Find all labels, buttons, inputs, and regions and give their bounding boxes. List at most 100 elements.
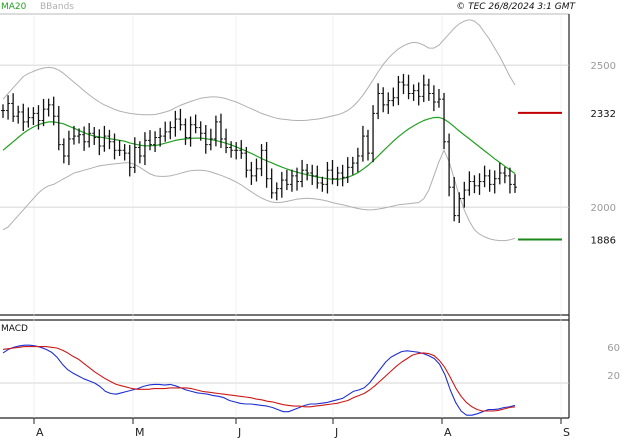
ohlc-bar xyxy=(492,170,497,194)
bbands-upper-line xyxy=(2,19,516,121)
ohlc-bar xyxy=(340,164,345,187)
ohlc-bar xyxy=(213,115,218,147)
ohlc-bar xyxy=(1,104,5,118)
ohlc-bar xyxy=(92,127,97,145)
ohlc-bar xyxy=(477,173,482,195)
price-y-tick-label: 2500 xyxy=(591,61,616,72)
legend-ma20-label: MA20 xyxy=(1,2,27,12)
level-label: 1886 xyxy=(591,235,616,246)
ma20-line xyxy=(2,116,516,180)
ohlc-bar xyxy=(376,83,381,120)
ohlc-bar xyxy=(401,73,406,95)
ohlc-bar xyxy=(335,166,340,187)
macd-y-tick-label: 20 xyxy=(607,371,620,382)
ohlc-bar xyxy=(71,125,76,145)
ohlc-bar xyxy=(254,158,259,182)
ohlc-bar xyxy=(315,165,320,189)
ohlc-bar xyxy=(234,142,239,160)
ohlc-bar xyxy=(295,167,300,191)
ohlc-bar xyxy=(168,121,173,140)
ohlc-bar xyxy=(396,75,401,106)
ohlc-bar xyxy=(183,118,188,145)
ohlc-bar xyxy=(447,133,452,197)
ohlc-bar xyxy=(513,174,517,193)
ohlc-bar xyxy=(462,181,467,208)
ohlc-bar xyxy=(117,140,122,156)
legend-bbands-label: BBands xyxy=(40,2,74,12)
grid-lines xyxy=(0,14,569,418)
ohlc-bar xyxy=(431,85,436,112)
ohlc-bar xyxy=(386,92,391,114)
ohlc-bar xyxy=(224,128,229,154)
macd-title: MACD xyxy=(1,324,28,334)
ohlc-bar xyxy=(421,74,426,103)
ohlc-bar xyxy=(188,116,193,147)
ohlc-bar xyxy=(259,144,264,177)
ohlc-bar xyxy=(51,96,56,126)
ohlc-bar xyxy=(365,129,370,161)
level-label: 2332 xyxy=(591,109,616,120)
ohlc-bar xyxy=(320,176,325,192)
macd-line xyxy=(2,344,516,416)
macd-y-tick-label: 60 xyxy=(607,343,620,354)
macd-signal-line xyxy=(2,346,516,412)
ohlc-bar xyxy=(249,161,254,185)
price-panel-frame xyxy=(0,13,570,419)
ohlc-bar xyxy=(406,74,411,100)
ohlc-bar xyxy=(163,121,168,142)
ohlc-bar xyxy=(46,98,51,117)
ohlc-bar xyxy=(26,107,31,128)
ohlc-bar xyxy=(305,163,310,181)
ohlc-bar xyxy=(264,142,269,188)
ohlc-bar xyxy=(112,133,117,160)
ohlc-bar xyxy=(360,125,365,162)
ohlc-bar xyxy=(411,84,416,101)
ohlc-bar xyxy=(345,157,350,183)
ohlc-bar xyxy=(391,87,396,107)
ohlc-bar xyxy=(436,88,441,108)
ohlc-bar xyxy=(452,176,457,222)
ohlc-bar xyxy=(497,162,502,185)
ohlc-bar xyxy=(21,103,26,131)
ohlc-bar xyxy=(127,144,132,177)
ohlc-bar xyxy=(416,82,421,106)
ohlc-bar xyxy=(142,132,147,166)
ohlc-bar xyxy=(457,192,462,223)
ohlc-bar xyxy=(269,168,274,199)
ohlc-bar xyxy=(66,130,71,166)
axis-labels: 2500 2000 60 20 A M J J A S 2332 1886 xyxy=(33,61,620,439)
ohlc-bar xyxy=(82,126,87,151)
ohlc-bar xyxy=(330,159,335,185)
ohlc-bar xyxy=(198,121,203,141)
ohlc-bar xyxy=(244,146,249,178)
ohlc-bar xyxy=(300,159,305,188)
ohlc-bar xyxy=(31,107,36,126)
ohlc-bar xyxy=(229,141,234,158)
ohlc-bar xyxy=(102,125,107,152)
ohlc-bar xyxy=(442,92,447,150)
ohlc-bar xyxy=(279,171,284,198)
ohlc-bar xyxy=(467,171,472,196)
ohlc-bar xyxy=(371,105,376,163)
x-tick-label: J xyxy=(334,426,338,439)
ohlc-bar xyxy=(11,93,16,122)
x-tick-label: A xyxy=(444,426,452,439)
ohlc-bar xyxy=(193,114,198,134)
ohlc-bar xyxy=(122,144,127,161)
ohlc-bar xyxy=(77,128,82,144)
ohlc-bar xyxy=(56,106,61,151)
ohlc-bar xyxy=(502,166,507,184)
bbands-lower-line xyxy=(2,149,516,242)
ohlc-bar xyxy=(132,137,137,174)
ohlc-bar xyxy=(97,129,102,156)
ohlc-bar xyxy=(472,175,477,194)
ohlc-bar xyxy=(153,131,158,153)
ohlc-bar xyxy=(350,156,355,175)
ohlc-bar xyxy=(158,127,163,147)
ohlc-bar xyxy=(325,161,330,194)
ohlc-bar xyxy=(274,182,279,201)
ohlc-bar xyxy=(507,167,512,194)
x-tick-label: M xyxy=(135,426,145,439)
